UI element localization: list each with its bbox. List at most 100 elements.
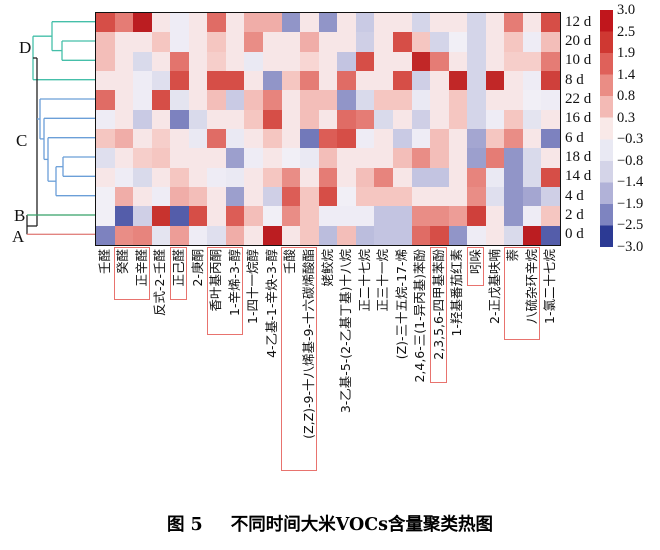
colorbar-tick-label: −2.5 xyxy=(617,217,644,234)
colorbar-tick-label: 3.0 xyxy=(617,2,636,18)
heatmap-cell xyxy=(430,148,449,168)
heatmap-cell xyxy=(96,51,115,71)
heatmap-cell xyxy=(263,71,282,91)
column-label: 反式-2-壬醛 xyxy=(152,249,168,316)
heatmap-cell xyxy=(244,32,264,52)
heatmap-cell xyxy=(96,225,115,245)
heatmap-cell xyxy=(151,71,171,91)
heatmap-cell xyxy=(96,109,115,129)
heatmap-cell xyxy=(133,167,152,187)
heatmap-cell xyxy=(207,187,226,207)
heatmap-cell xyxy=(244,51,264,71)
heatmap-cell xyxy=(392,167,412,187)
caption-number: 图 5 xyxy=(166,515,203,535)
heatmap-cell xyxy=(133,129,152,149)
heatmap-cell xyxy=(114,167,134,187)
heatmap-cell xyxy=(504,148,523,168)
heatmap-cell xyxy=(411,109,431,129)
heatmap-cell xyxy=(392,129,412,149)
heatmap-cell xyxy=(170,13,189,33)
heatmap-cell xyxy=(96,167,115,187)
colorbar xyxy=(600,10,613,247)
heatmap-cell xyxy=(337,13,356,33)
heatmap-cell xyxy=(151,187,171,207)
heatmap-cell xyxy=(300,71,319,91)
heatmap-cell xyxy=(430,32,449,52)
heatmap-cell xyxy=(504,206,523,226)
heatmap-cell xyxy=(170,225,189,245)
heatmap-cell xyxy=(170,167,189,187)
heatmap-cell xyxy=(96,129,115,149)
heatmap-cell xyxy=(318,13,338,33)
column-label-wrap: 4-乙基-1-辛炔-3-醇 xyxy=(262,249,281,489)
row-label: 4 d xyxy=(565,187,584,204)
heatmap-cell xyxy=(541,167,560,187)
column-label: 正二十七烷 xyxy=(356,249,372,312)
heatmap-grid xyxy=(95,12,561,246)
heatmap-cell xyxy=(485,13,505,33)
heatmap-cell xyxy=(244,206,264,226)
heatmap-cell xyxy=(541,13,560,33)
heatmap-cell xyxy=(281,32,301,52)
heatmap-cell xyxy=(448,90,468,110)
heatmap-cell xyxy=(170,71,189,91)
heatmap-cell xyxy=(170,90,189,110)
heatmap-cell xyxy=(504,187,523,207)
heatmap-cell xyxy=(207,206,226,226)
heatmap-cell xyxy=(114,129,134,149)
heatmap-cell xyxy=(448,71,468,91)
cluster-label-d: D xyxy=(19,38,32,57)
heatmap-cell xyxy=(244,71,264,91)
heatmap-cell xyxy=(467,90,486,110)
heatmap-cell xyxy=(96,187,115,207)
heatmap-cell xyxy=(337,109,356,129)
heatmap-cell xyxy=(541,225,560,245)
heatmap-cell xyxy=(151,225,171,245)
heatmap-cell xyxy=(207,51,226,71)
heatmap-cell xyxy=(355,71,375,91)
heatmap-cell xyxy=(467,71,486,91)
heatmap-cell xyxy=(133,13,152,33)
column-label: 2,4,6-三(1-异丙基)苯酚 xyxy=(412,249,428,383)
heatmap-cell xyxy=(133,206,152,226)
heatmap-cell xyxy=(281,225,301,245)
heatmap-cell xyxy=(467,129,486,149)
heatmap-cell xyxy=(411,32,431,52)
colorbar-tick-label: −1.4 xyxy=(617,174,644,191)
heatmap-cell xyxy=(411,148,431,168)
heatmap-cell xyxy=(133,187,152,207)
row-label: 12 d xyxy=(565,13,592,30)
heatmap-cell xyxy=(300,206,319,226)
heatmap-cell xyxy=(225,148,245,168)
column-label-wrap: 正二十七烷 xyxy=(355,249,374,489)
heatmap-cell xyxy=(430,187,449,207)
heatmap-cell xyxy=(151,109,171,129)
heatmap-cell xyxy=(96,32,115,52)
heatmap-cell xyxy=(207,90,226,110)
caption-title: 不同时间大米VOCs含量聚类热图 xyxy=(230,515,494,535)
heatmap-cell xyxy=(300,167,319,187)
heatmap-cell xyxy=(188,129,208,149)
heatmap-cell xyxy=(207,32,226,52)
heatmap-cell xyxy=(114,71,134,91)
heatmap-cell xyxy=(151,90,171,110)
heatmap-cell xyxy=(263,148,282,168)
heatmap-cell xyxy=(207,13,226,33)
heatmap-cell xyxy=(392,32,412,52)
heatmap-cell xyxy=(411,90,431,110)
heatmap-cell xyxy=(337,71,356,91)
row-label: 10 d xyxy=(565,52,592,69)
column-label: 1-羟基番茄红素 xyxy=(449,249,465,337)
heatmap-cell xyxy=(448,129,468,149)
heatmap-cell xyxy=(522,32,542,52)
heatmap-cell xyxy=(170,148,189,168)
column-label: 4-乙基-1-辛炔-3-醇 xyxy=(263,249,279,358)
heatmap-cell xyxy=(522,206,542,226)
column-label-wrap: 1-氯二十七烷 xyxy=(540,249,559,489)
heatmap-cell xyxy=(225,90,245,110)
heatmap-cell xyxy=(207,71,226,91)
cluster-label-c: C xyxy=(16,131,28,150)
heatmap-cell xyxy=(485,109,505,129)
heatmap-cell xyxy=(392,90,412,110)
heatmap-cell xyxy=(411,13,431,33)
